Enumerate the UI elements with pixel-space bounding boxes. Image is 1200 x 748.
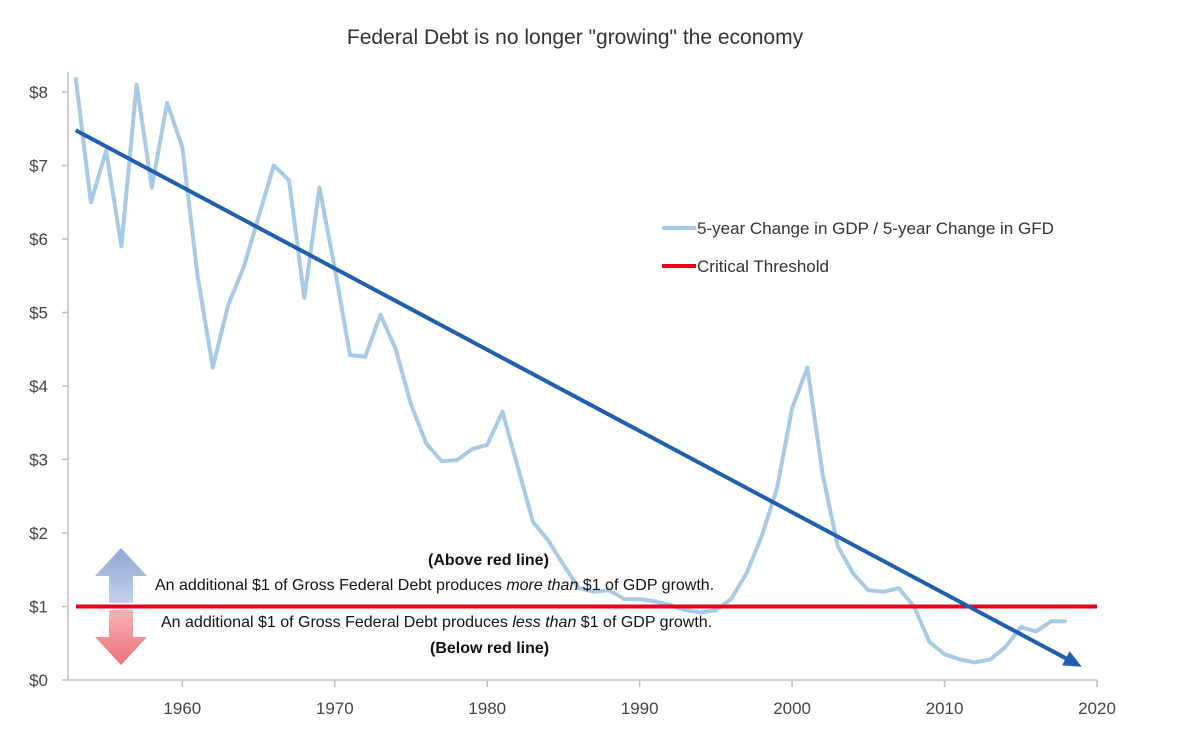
y-tick-label: $3 [29, 451, 48, 470]
y-tick-label: $2 [29, 524, 48, 543]
x-tick-label: 2000 [773, 699, 811, 718]
annotation-above-em: more than [506, 577, 579, 594]
x-tick-label: 1960 [163, 699, 201, 718]
annotation-below-post: $1 of GDP growth. [576, 614, 713, 631]
legend-label-ratio: 5-year Change in GDP / 5-year Change in … [697, 219, 1054, 238]
annotation-below-text: An additional $1 of Gross Federal Debt p… [161, 614, 712, 632]
chart-title: Federal Debt is no longer "growing" the … [346, 26, 804, 49]
x-tick-label: 2010 [926, 699, 964, 718]
annotation-below-label: (Below red line) [430, 640, 550, 657]
y-tick-label: $4 [29, 377, 48, 396]
x-tick-label: 1980 [468, 699, 506, 718]
annotation-above-post: $1 of GDP growth. [578, 577, 715, 594]
annotation-above-pre: An additional $1 of Gross Federal Debt p… [155, 577, 507, 594]
series-line-trend [74, 128, 1067, 661]
x-tick-label: 2020 [1078, 699, 1116, 718]
series-line-ratio [73, 77, 1067, 665]
y-tick-label: $6 [29, 230, 48, 249]
y-tick-label: $1 [29, 598, 48, 617]
annotation-below-pre: An additional $1 of Gross Federal Debt p… [161, 614, 513, 631]
legend-label-threshold: Critical Threshold [697, 257, 829, 276]
annotation-above-label: (Above red line) [428, 552, 549, 569]
arrow-up-icon [95, 548, 147, 603]
y-tick-label: $5 [29, 304, 48, 323]
annotation-below-em: less than [512, 614, 577, 631]
arrow-down-icon [95, 610, 147, 665]
y-tick-label: $8 [29, 83, 48, 102]
annotation-above-text: An additional $1 of Gross Federal Debt p… [155, 577, 714, 595]
x-tick-label: 1990 [621, 699, 659, 718]
y-tick-label: $7 [29, 157, 48, 176]
trend-arrowhead-icon [1062, 651, 1082, 667]
y-tick-label: $0 [29, 671, 48, 690]
x-tick-label: 1970 [316, 699, 354, 718]
